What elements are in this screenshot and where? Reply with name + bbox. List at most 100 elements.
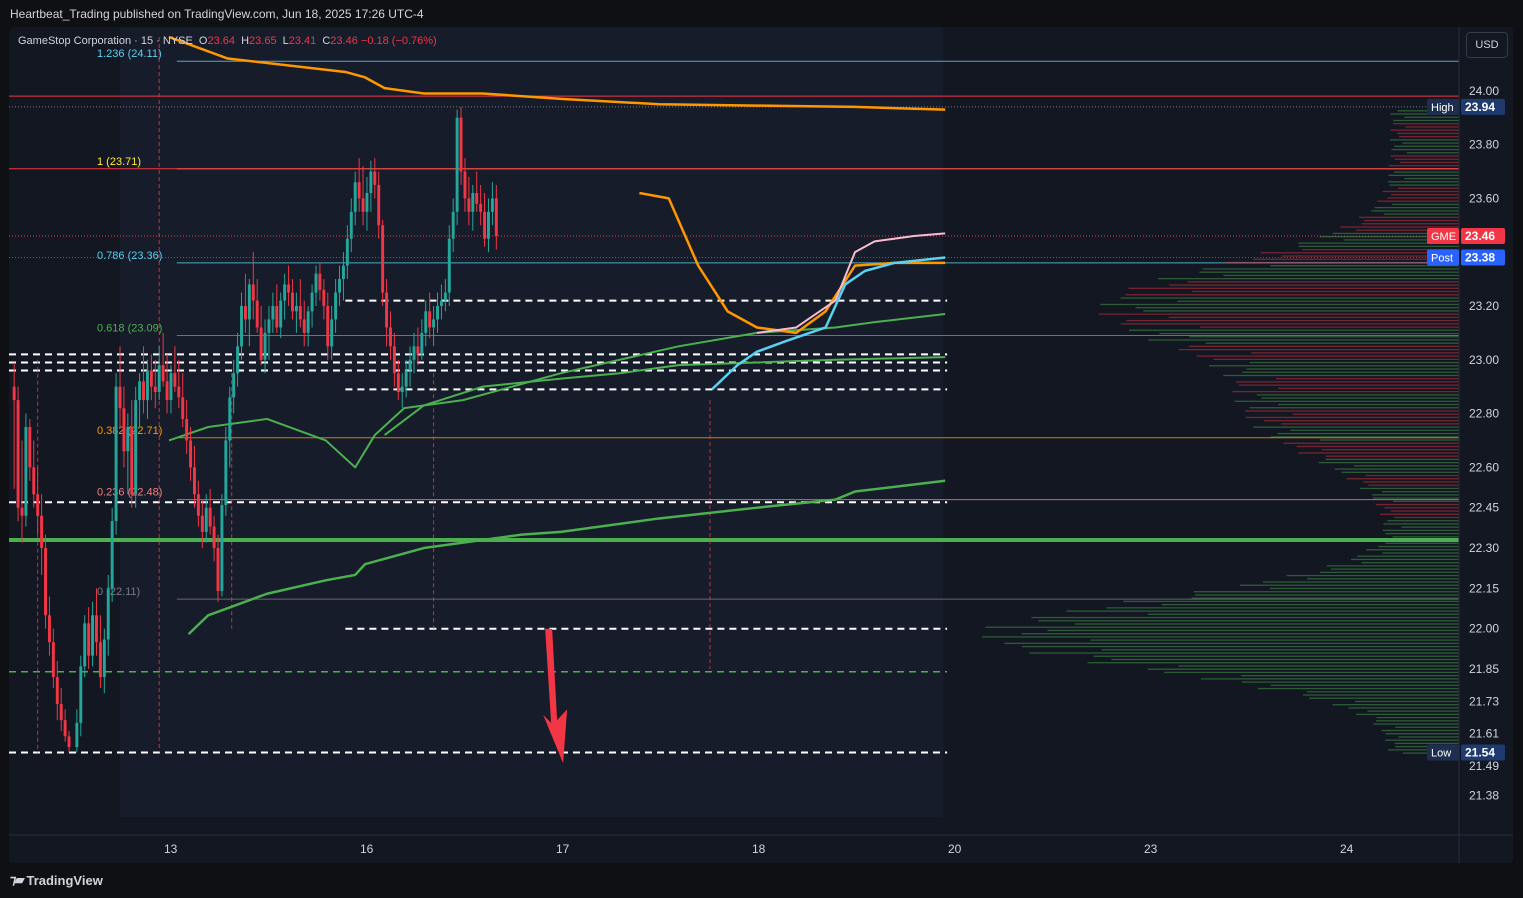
candle-body	[102, 639, 106, 678]
volume-profile-bar	[1382, 529, 1459, 532]
symbol-name[interactable]: GameStop Corporation · 15 · NYSE	[18, 35, 193, 47]
candle-body	[353, 182, 357, 212]
candle-body	[165, 381, 169, 401]
volume-profile-bar	[1382, 491, 1459, 493]
chart-frame[interactable]: 1.236 (24.11) 1 (23.71) 0.786 (23.36) 0.618…	[9, 27, 1513, 863]
candle-body	[451, 211, 455, 239]
candle-body	[330, 319, 334, 347]
volume-profile-bar	[1351, 558, 1459, 561]
price-tick-label: 23.80	[1469, 138, 1499, 152]
volume-profile-bar	[1123, 600, 1459, 603]
price-tick-label: 23.20	[1469, 299, 1499, 313]
candle-body	[40, 515, 44, 549]
candle-body	[200, 515, 204, 532]
volume-profile-bar	[1307, 691, 1459, 693]
volume-profile-bar	[1325, 458, 1459, 461]
volume-profile-bar	[1148, 339, 1459, 341]
volume-profile-bar	[1164, 671, 1459, 674]
fib-label: 1.236 (24.11)	[97, 48, 162, 60]
currency-button[interactable]: USD	[1466, 32, 1508, 58]
volume-profile-bar	[1404, 177, 1459, 180]
volume-profile-bar	[1169, 284, 1459, 286]
volume-profile-bar	[1278, 403, 1459, 406]
volume-profile-bar	[1332, 232, 1459, 235]
low-label: L	[282, 35, 289, 47]
volume-profile-bar	[1401, 526, 1459, 528]
volume-profile-bar	[1120, 297, 1459, 299]
candle-body	[28, 427, 32, 468]
volume-profile-bar	[1143, 310, 1459, 312]
candle-body	[47, 615, 51, 643]
candle-body	[416, 346, 420, 355]
volume-profile-bar	[1382, 190, 1459, 193]
volume-profile-bar	[1343, 239, 1459, 241]
candle-body	[259, 327, 263, 360]
volume-profile-bar	[1390, 113, 1459, 115]
volume-profile-bar	[1394, 171, 1459, 173]
price-badge-value: 23.94	[1465, 100, 1495, 114]
candle-body	[161, 365, 165, 382]
volume-profile-bar	[1367, 710, 1459, 712]
price-chart[interactable]: 1.236 (24.11) 1 (23.71) 0.786 (23.36) 0.618…	[9, 27, 1513, 863]
ema-9-line	[756, 232, 946, 334]
volume-profile-bar	[1235, 381, 1459, 383]
volume-profile-bar	[1394, 742, 1459, 745]
candle-body	[334, 292, 338, 320]
price-badge-label: GME	[1431, 231, 1456, 243]
candle-body	[318, 273, 322, 290]
volume-profile-bar	[1074, 623, 1459, 625]
candle-body	[275, 305, 279, 328]
candle-body	[291, 292, 294, 312]
ema-200-line	[168, 35, 946, 111]
candle-body	[467, 198, 471, 212]
volume-profile-bar	[1355, 700, 1459, 703]
volume-profile-bar	[1387, 520, 1459, 522]
candle-body	[208, 507, 212, 527]
candle-body	[91, 615, 95, 656]
volume-profile-bar	[1380, 513, 1459, 515]
price-tick-label: 22.15	[1469, 581, 1499, 595]
volume-profile-bar	[1298, 245, 1459, 248]
volume-profile-bar	[1321, 449, 1459, 451]
candle-body	[439, 300, 443, 306]
price-tick-label: 24.00	[1469, 84, 1499, 98]
tradingview-logo[interactable]: ⁊▰ TradingView	[10, 872, 103, 888]
volume-profile-bar	[1128, 287, 1459, 289]
volume-profile-bar	[1281, 255, 1459, 257]
open-value: 23.64	[207, 35, 236, 47]
volume-profile-bar	[1200, 326, 1459, 328]
volume-profile-bar	[1147, 668, 1459, 670]
volume-profile-bar	[1396, 132, 1459, 135]
candle-body	[475, 193, 479, 204]
volume-profile-bar	[1376, 503, 1459, 506]
volume-profile-bar	[1187, 281, 1459, 283]
volume-profile-bar	[1120, 323, 1459, 325]
volume-profile-bar	[1260, 252, 1459, 254]
volume-profile-bar	[1158, 277, 1459, 280]
candle-body	[149, 370, 153, 387]
sma-100-line	[383, 356, 946, 436]
volume-profile-bar	[1189, 336, 1459, 338]
candle-body	[243, 305, 247, 320]
price-badge-tag	[1427, 744, 1459, 761]
price-badge-label: Low	[1431, 747, 1451, 759]
volume-profile-bar	[1296, 445, 1459, 448]
candle-body	[36, 494, 40, 516]
candle-body	[173, 373, 177, 387]
volume-profile-bar	[1357, 555, 1459, 557]
price-tick-label: 22.30	[1469, 541, 1499, 555]
volume-profile-bar	[1334, 468, 1459, 470]
candle-body	[357, 182, 361, 199]
candle-body	[385, 292, 389, 328]
volume-profile-bar	[1223, 274, 1459, 277]
candle-body	[87, 623, 91, 656]
volume-profile-bar	[1208, 365, 1459, 367]
volume-profile-bar	[1400, 161, 1459, 164]
volume-profile-bar	[1298, 452, 1459, 454]
volume-profile-bar	[1385, 532, 1459, 535]
volume-profile-bar	[1399, 135, 1459, 138]
volume-profile-bar	[1178, 349, 1459, 351]
price-tick-label: 22.00	[1469, 622, 1499, 636]
volume-profile-bar	[1353, 465, 1459, 467]
volume-profile-bar	[1262, 581, 1459, 583]
